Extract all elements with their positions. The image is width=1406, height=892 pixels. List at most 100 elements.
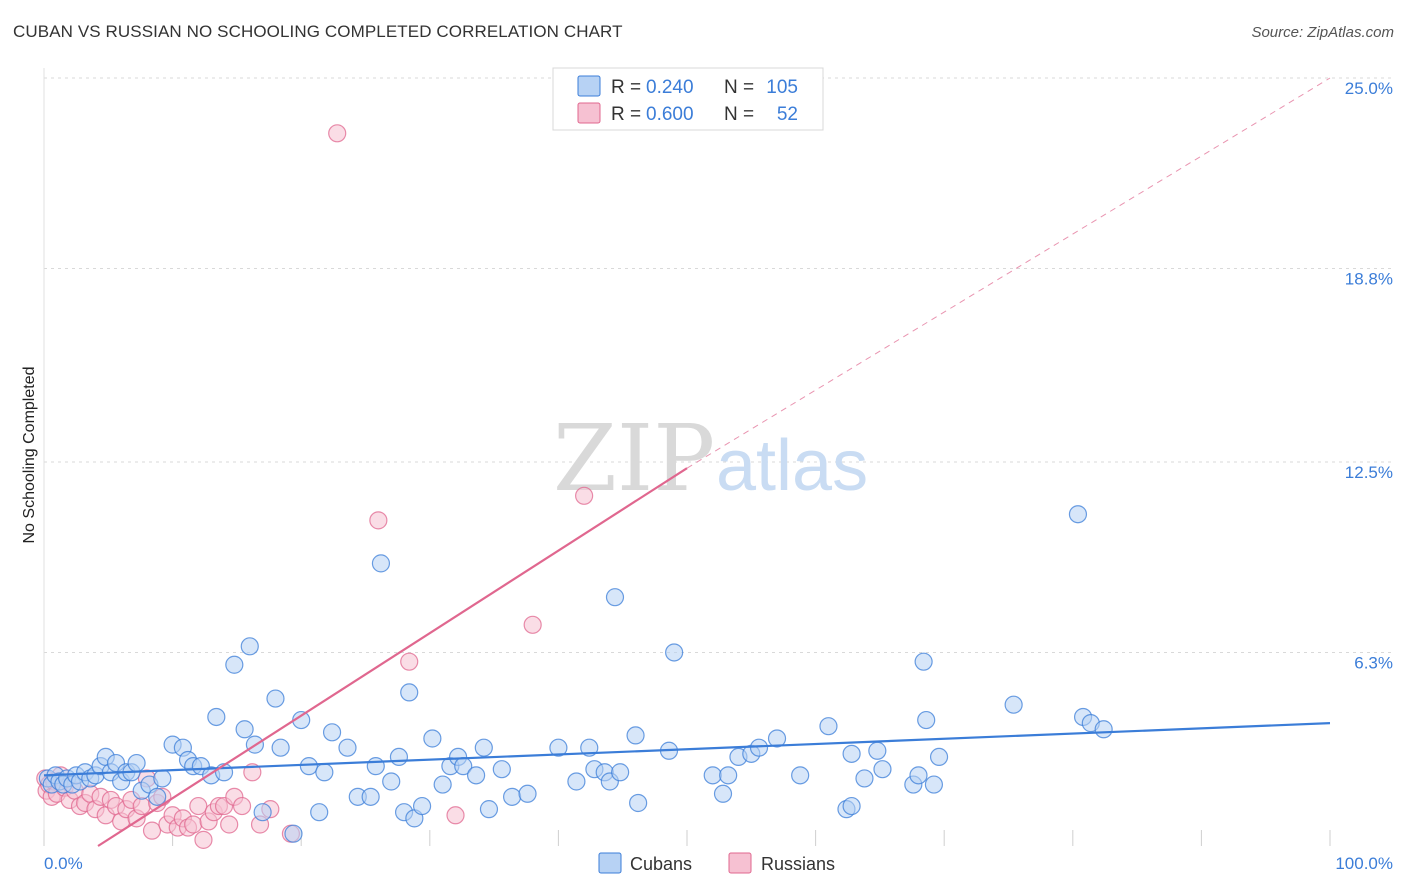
cubans-point [361,787,380,806]
cubans-point [605,588,625,607]
russians-point [184,815,203,834]
cubans-point [479,800,499,819]
cubans-n-label: N = [724,77,754,98]
cubans-point [299,757,319,776]
russians-point [132,796,151,816]
russians-point [400,652,419,671]
cubans-point [909,766,928,785]
cubans-point [315,763,334,782]
x-tick-label-max: 100.0% [1335,854,1393,873]
cubans-swatch [598,852,622,874]
chart-title: CUBAN VS RUSSIAN NO SCHOOLING COMPLETED … [13,22,623,41]
cubans-point [791,766,810,785]
cubans-legend-label: Cubans [630,854,692,874]
cubans-point [284,824,303,843]
russians-trend-extension [686,77,1331,469]
cubans-point [400,683,419,702]
cubans-point [322,723,342,742]
y-tick-label: 6.3% [1354,653,1393,672]
cubans-point [207,707,226,727]
cubans-point [518,784,537,803]
russians-point [232,796,252,816]
cubans-point [549,738,568,757]
cubans-point [225,655,244,674]
cubans-point [235,720,254,739]
cubans-point [703,766,722,785]
cubans-point [366,757,385,776]
russians-trend-line [97,467,688,847]
cubans-point [819,717,838,736]
russians-point [142,821,162,840]
russians-point [575,486,594,505]
russians-swatch [728,852,752,874]
series-russians-points [36,124,594,849]
series-cubans-points [38,505,1113,843]
y-tick-label: 12.5% [1345,463,1393,482]
cubans-point [842,744,861,763]
russians-point [220,815,239,834]
y-axis-title: No Schooling Completed [21,367,38,544]
cubans-point [914,652,933,671]
russians-point [369,511,388,530]
cubans-point [433,775,452,794]
russians-n-value: 52 [777,104,798,125]
cubans-point [466,766,486,785]
russians-point [189,796,208,816]
russians-legend-swatch [577,102,601,124]
russians-legend-label: Russians [761,854,835,874]
cubans-point [1094,720,1113,739]
cubans-point [749,738,769,757]
cubans-point [767,729,787,748]
cubans-point [382,772,401,791]
cubans-trend-line [43,722,1331,777]
cubans-point [924,775,944,794]
cubans-point [855,769,874,788]
cubans-point [626,726,645,745]
trend-lines [43,77,1331,847]
cubans-point [1068,505,1088,524]
cubans-point [713,784,733,803]
russians-point [446,806,465,825]
stats-legend: R = 0.240 N = 105 R = 0.600 N = 52 [552,67,824,131]
russians-point [194,830,213,849]
cubans-legend-swatch [577,75,601,97]
cubans-r-value: 0.240 [646,77,694,98]
russians-n-label: N = [724,104,754,125]
cubans-point [310,803,329,822]
russians-point [523,615,542,634]
cubans-point [127,753,146,773]
cubans-point [271,738,290,757]
cubans-point [917,710,936,730]
watermark-atlas: atlas [716,426,868,506]
cubans-point [629,793,648,813]
russians-point [328,124,347,143]
watermark: ZIP atlas [553,405,868,512]
x-tick-label-min: 0.0% [44,854,83,873]
cubans-point [423,729,442,748]
russians-r-value: 0.600 [646,104,694,125]
cubans-point [503,787,522,806]
y-axis-tick-labels: 6.3% 12.5% 18.8% 25.0% [1345,79,1393,672]
y-tick-label: 25.0% [1345,79,1393,98]
cubans-n-value: 105 [766,77,798,98]
cubans-point [389,747,409,767]
cubans-point [929,747,949,767]
cubans-point [412,796,432,816]
cubans-point [611,763,630,782]
cubans-point [266,689,285,708]
cubans-point [873,760,892,779]
series-legend: Cubans Russians [598,852,835,874]
cubans-point [148,787,167,806]
cubans-point [1004,695,1023,714]
cubans-point [474,738,493,757]
cubans-point [338,738,357,757]
cubans-point [492,760,511,779]
cubans-point [719,766,738,785]
russians-r-label: R = [611,104,641,125]
cubans-point [842,796,861,816]
cubans-point [153,769,172,788]
chart-source: Source: ZipAtlas.com [1251,24,1394,41]
x-axis-ticks [43,830,1331,846]
cubans-point [868,741,887,760]
